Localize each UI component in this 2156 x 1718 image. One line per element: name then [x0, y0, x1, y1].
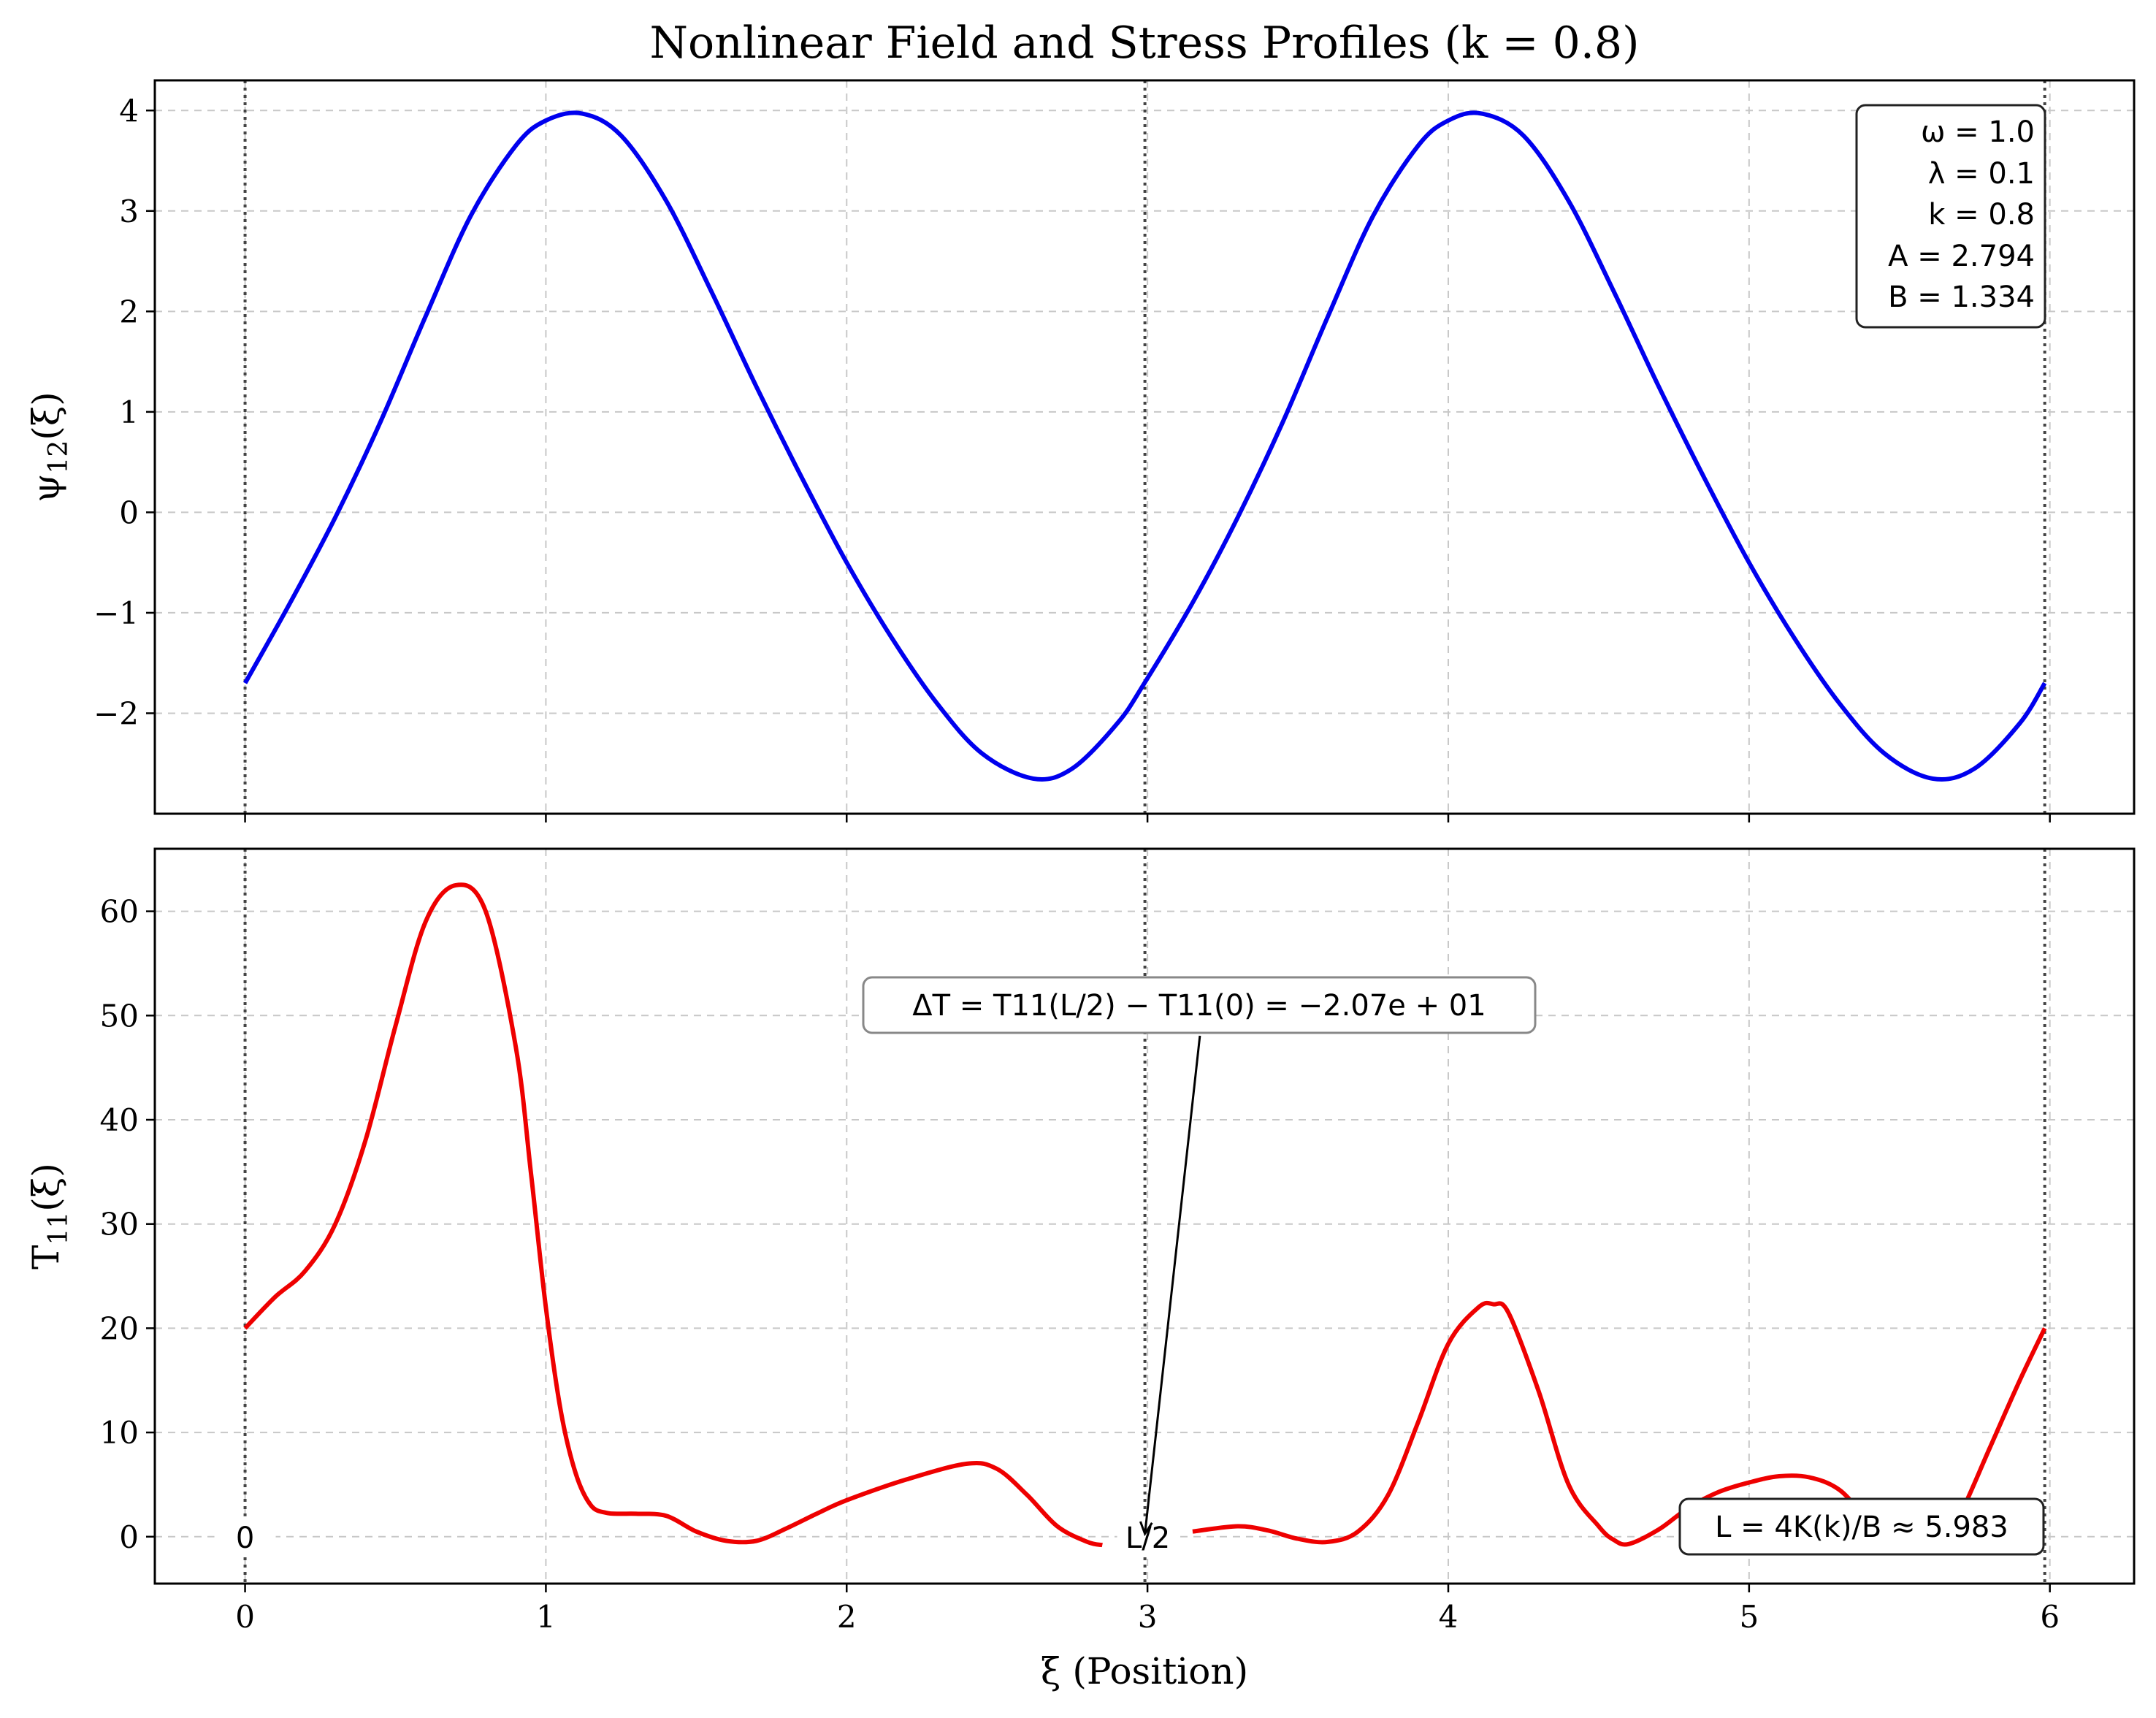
stress-y-label-subscript: 11 [44, 1212, 74, 1245]
delta-t-box [862, 976, 1537, 1034]
stress-y-ticks: 0 10 20 30 40 50 60 [100, 894, 155, 1555]
stress-y-tick-label: 0 [119, 1519, 139, 1555]
psi-y-tick-label: 1 [119, 394, 139, 430]
stress-x-ticks: 0 1 2 3 4 5 6 [235, 1584, 2060, 1635]
stress-x-tick-label: 1 [536, 1599, 556, 1635]
stress-x-tick-label: 0 [235, 1599, 255, 1635]
stress-y-tick-label: 20 [100, 1310, 139, 1346]
psi-series [242, 110, 2047, 782]
point-label-background [214, 1516, 276, 1557]
stress-y-label-argument: (ξ) [25, 1163, 67, 1212]
stress-line [243, 882, 1103, 1548]
psi-y-tick-label: −2 [93, 695, 139, 731]
psi-y-tick-label: 0 [119, 495, 139, 530]
psi-plot-frame [153, 79, 2136, 815]
stress-y-tick-label: 60 [100, 894, 139, 930]
psi-y-axis-label: ψ12(ξ) [25, 392, 74, 503]
x-axis-label: ξ (Position) [1041, 1650, 1248, 1692]
parameter-box-frame [1855, 104, 2046, 329]
stress-y-tick-label: 40 [100, 1102, 139, 1138]
stress-x-tick-label: 3 [1138, 1599, 1158, 1635]
delta-t-text: ΔT = T11(L/2) − T11(0) = −2.07e + 01 [912, 989, 1486, 1023]
point-labels: 0 L/2 [214, 1516, 1179, 1557]
period-length-text: L = 4K(k)/B ≈ 5.983 [1715, 1511, 2008, 1544]
parameter-B: B = 1.334 [1888, 280, 2035, 314]
period-length-box: L = 4K(k)/B ≈ 5.983 [1678, 1497, 2045, 1556]
stress-x-tick-label: 2 [837, 1599, 857, 1635]
stress-marker-lines [243, 849, 2046, 1584]
stress-x-tick-label: 6 [2040, 1599, 2060, 1635]
delta-t-annotation: ΔT = T11(L/2) − T11(0) = −2.07e + 01 [862, 976, 1537, 1537]
delta-t-arrow [1139, 1035, 1201, 1537]
psi-y-tick-label: 3 [119, 194, 139, 229]
psi-line [242, 110, 2047, 782]
psi-y-label-argument: (ξ) [25, 392, 67, 440]
parameter-omega: ω = 1.0 [1921, 115, 2035, 149]
stress-plot-frame [153, 847, 2136, 1585]
period-length-frame [1678, 1497, 2045, 1556]
psi-marker-lines [243, 80, 2046, 814]
point-label: L/2 [1125, 1522, 1170, 1555]
parameter-A: A = 2.794 [1888, 240, 2035, 273]
psi-x-ticks [244, 814, 2051, 822]
stress-x-tick-label: 4 [1439, 1599, 1459, 1635]
stress-y-tick-label: 10 [100, 1415, 139, 1451]
stress-y-tick-label: 50 [100, 998, 139, 1034]
parameter-lambda: λ = 0.1 [1928, 157, 2035, 191]
chart-title: Nonlinear Field and Stress Profiles (k =… [649, 18, 1639, 69]
stress-panel: 0 1 2 3 4 5 6 0 10 20 30 40 50 60 T11(ξ) ξ (Position… [25, 847, 2136, 1692]
stress-x-tick-label: 5 [1739, 1599, 1759, 1635]
psi-y-tick-label: 2 [119, 294, 139, 329]
psi-y-tick-label: 4 [119, 93, 139, 129]
psi-y-label-subscript: 12 [44, 440, 74, 474]
psi-y-tick-label: −1 [93, 595, 139, 631]
stress-y-axis-label: T11(ξ) [25, 1163, 74, 1270]
psi-y-ticks: −2 −1 0 1 2 3 4 [93, 93, 155, 731]
parameter-k: k = 0.8 [1928, 198, 2035, 232]
stress-y-tick-label: 30 [100, 1207, 139, 1242]
point-label: 0 [236, 1522, 254, 1555]
parameter-box: ω = 1.0 λ = 0.1 k = 0.8 A = 2.794 B = 1.… [1855, 104, 2046, 329]
